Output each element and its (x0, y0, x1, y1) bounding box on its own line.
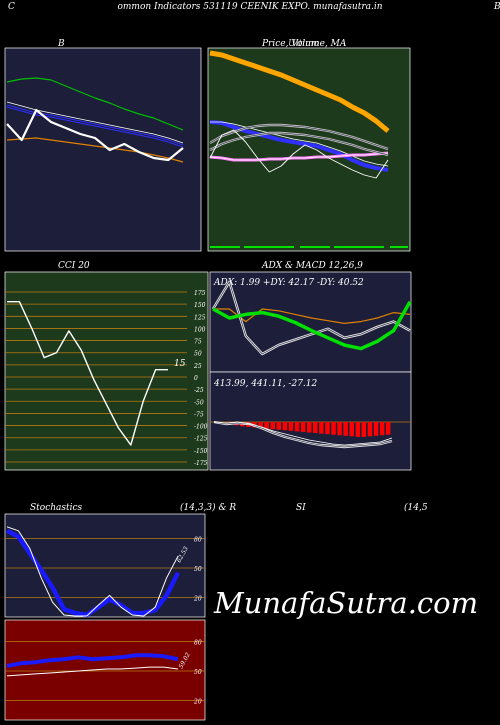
macd-panel: 413.99, 441.11, -27.12 (209, 371, 412, 471)
price-ma-grey-b-inner (209, 132, 389, 156)
cci-tick-label: -100 (194, 424, 208, 431)
cci-tick-label: 50 (194, 351, 202, 358)
stoch-k-line (6, 526, 179, 617)
macd-histogram-bar (361, 422, 367, 437)
cci-tick-label: -50 (194, 399, 204, 406)
macd-histogram-bar (307, 422, 312, 433)
will-white-line (6, 666, 179, 677)
adx-plus-di (213, 308, 411, 324)
macd-histogram-bar (276, 422, 282, 430)
macd-histogram-bar (337, 422, 342, 436)
stochastics-title: Stochastics (30, 503, 83, 513)
adx-title: ADX & MACD 12,26,9 (261, 261, 363, 271)
macd-histogram-bar (288, 422, 294, 431)
price-title: Price, Volume, MA (261, 39, 347, 49)
macd-line-inner (213, 421, 393, 448)
stoch-tick-label: 80 (194, 537, 202, 544)
adx-panel: ADX & MACD 12,26,9 ADX: 1.99 +DY: 42.17 … (209, 261, 412, 373)
header-right-mark: B (494, 2, 500, 12)
cci-panel: CCI 20 175 150 125 100 75 50 25 0 -25 -50 -75 -100 -… (4, 261, 209, 471)
macd-histogram-bar (373, 422, 379, 436)
macd-histogram-bar (367, 422, 373, 437)
price-close (209, 129, 389, 179)
boll-lower-band (6, 137, 184, 163)
cci-tick-label: -25 (194, 387, 204, 394)
cci-title: CCI 20 (58, 261, 90, 271)
macd-histogram-bar (264, 422, 269, 429)
macd-histogram-bar (343, 422, 348, 436)
price-panel: Price, Volume, MA Ultimo (207, 39, 411, 252)
macd-histogram-bar (300, 422, 306, 432)
macd-histogram-bar (379, 422, 385, 436)
macd-histogram-bar (313, 422, 318, 433)
macd-histogram-bar (270, 422, 275, 430)
price-ma-blue-core (210, 121, 389, 167)
cci-tick-label: 75 (194, 339, 202, 346)
rsi-params: (14,5 (404, 502, 428, 513)
adx-minus-di-inner (212, 281, 411, 355)
bollinger-panel: B (4, 39, 202, 252)
macd-histogram-bar (385, 422, 391, 435)
page-title: ommon Indicators 531119 CEENIK EXPO. mun… (117, 2, 383, 12)
macd-histogram-bar (319, 422, 324, 434)
macd-histogram-bar (282, 422, 288, 431)
price-ma-orange (209, 50, 390, 133)
macd-histogram-bar (294, 422, 300, 432)
macd-signal (213, 421, 393, 446)
header-left-mark: C (8, 2, 15, 12)
adx-line (212, 300, 412, 351)
boll-middle-a-inner (6, 105, 184, 147)
rsi-title: SI (296, 503, 306, 513)
stoch-tick-label: 20 (193, 595, 202, 602)
cci-tick-label: 25 (193, 363, 202, 370)
cci-tick-label: -150 (194, 448, 208, 455)
will-tick-label: 20 (193, 698, 202, 705)
cci-tick-label: 125 (194, 314, 206, 321)
macd-histogram-bar (355, 422, 361, 437)
macd-histogram-bar (325, 422, 330, 435)
macd-histogram-bar (349, 422, 354, 437)
bollinger-title: B (57, 39, 65, 49)
stoch-tick-label: 50 (194, 566, 202, 573)
adx-readout: ADX: 1.99 +DY: 42.17 -DY: 40.52 (213, 278, 364, 288)
price-ma-pink-core (209, 152, 389, 161)
stochastics-params: (14,3,3) & R (180, 502, 236, 513)
cci-tick-label: 0 (194, 375, 198, 382)
price-title-overlay: Ultimo (288, 39, 319, 49)
cci-tick-label: -175 (194, 460, 208, 467)
cci-line (7, 301, 168, 446)
cci-tick-label: -75 (194, 411, 204, 418)
will-blue-line (6, 653, 179, 669)
boll-price (6, 108, 184, 162)
cci-tick-label: 100 (194, 326, 206, 333)
cci-last-label: 15 (174, 359, 186, 369)
cci-tick-label: 150 (194, 302, 206, 309)
boll-upper-band (6, 77, 184, 131)
macd-histogram-bar (258, 422, 263, 429)
cci-tick-label: -125 (194, 436, 208, 443)
will-tick-label: 80 (194, 640, 202, 647)
macd-histogram-bar (331, 422, 336, 435)
price-ma-grey-a-inner (209, 124, 389, 150)
watermark: MunafaSutra.com (214, 586, 479, 620)
macd-readout: 413.99, 441.11, -27.12 (213, 379, 318, 389)
cci-tick-label: 175 (194, 290, 206, 297)
will-tick-label: 50 (194, 669, 202, 676)
